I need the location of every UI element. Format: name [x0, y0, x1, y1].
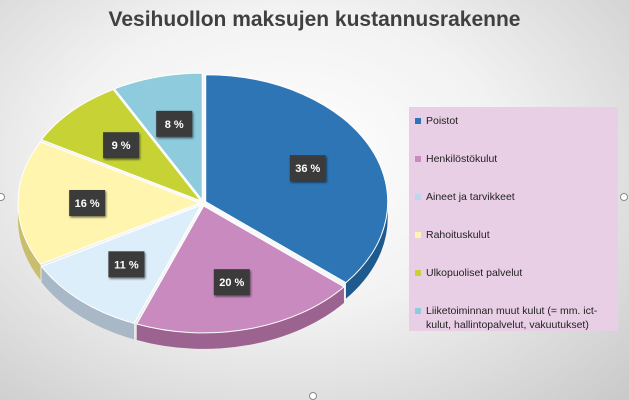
data-label-ulkopuoliset-palvelut: 9 %: [103, 132, 140, 159]
legend-label: Henkilöstökulut: [426, 153, 498, 165]
resize-handle-left[interactable]: [0, 193, 5, 201]
legend-item-henkilostokulut[interactable]: Henkilöstökulut: [415, 152, 612, 166]
resize-handle-right[interactable]: [620, 193, 628, 201]
data-label-text: 36 %: [295, 163, 320, 175]
data-label-aineet-ja-tarvikkeet: 11 %: [108, 251, 145, 278]
data-label-box: [213, 269, 250, 296]
pie-side-poistot: [345, 201, 388, 299]
legend: Poistot Henkilöstökulut Aineet ja tarvikke…: [409, 107, 618, 331]
data-label-text: 9 %: [112, 140, 131, 152]
data-label-text: 11 %: [114, 259, 139, 271]
data-label-box: [156, 110, 193, 137]
legend-label: Liiketoiminnan muut kulut (= mm. ict-kul…: [426, 305, 598, 331]
legend-item-liiketoiminnan-muut-kulut[interactable]: Liiketoiminnan muut kulut (= mm. ict-kul…: [415, 304, 612, 332]
legend-swatch: [415, 270, 421, 276]
legend-swatch: [415, 308, 421, 314]
data-label-henkilostokulut: 20 %: [213, 269, 250, 296]
chart-title: Vesihuollon maksujen kustannusrakenne: [108, 8, 521, 31]
pie-slice-rahoituskulut[interactable]: [17, 141, 202, 265]
legend-item-ulkopuoliset-palvelut[interactable]: Ulkopuoliset palvelut: [415, 266, 612, 280]
data-label-box: [69, 190, 106, 216]
legend-swatch: [415, 232, 421, 238]
data-label-box: [289, 155, 326, 182]
data-label-liiketoiminnan-muut-kulut: 8 %: [156, 110, 193, 137]
data-label-box: [108, 251, 145, 278]
legend-label: Ulkopuoliset palvelut: [426, 267, 523, 279]
data-label-text: 8 %: [165, 119, 184, 131]
pie-side-aineet-ja-tarvikkeet: [41, 266, 135, 340]
legend-label: Poistot: [426, 115, 459, 127]
data-label-text: 20 %: [219, 277, 244, 289]
pie-side-rahoituskulut: [18, 203, 41, 281]
legend-swatch: [415, 194, 421, 200]
legend-item-aineet-ja-tarvikkeet[interactable]: Aineet ja tarvikkeet: [415, 190, 612, 204]
legend-item-poistot[interactable]: Poistot: [415, 114, 612, 128]
resize-handle-bottom[interactable]: [309, 392, 317, 400]
legend-item-rahoituskulut[interactable]: Rahoituskulut: [415, 228, 612, 242]
data-label-rahoituskulut: 16 %: [69, 190, 106, 216]
data-label-box: [103, 132, 140, 159]
data-label-text: 16 %: [75, 198, 100, 210]
legend-swatch: [415, 156, 421, 162]
data-label-poistot: 36 %: [289, 155, 326, 182]
pie-side-henkilostokulut: [136, 286, 344, 349]
legend-swatch: [415, 118, 421, 124]
legend-label: Aineet ja tarvikkeet: [426, 191, 515, 203]
legend-label: Rahoituskulut: [426, 229, 490, 241]
